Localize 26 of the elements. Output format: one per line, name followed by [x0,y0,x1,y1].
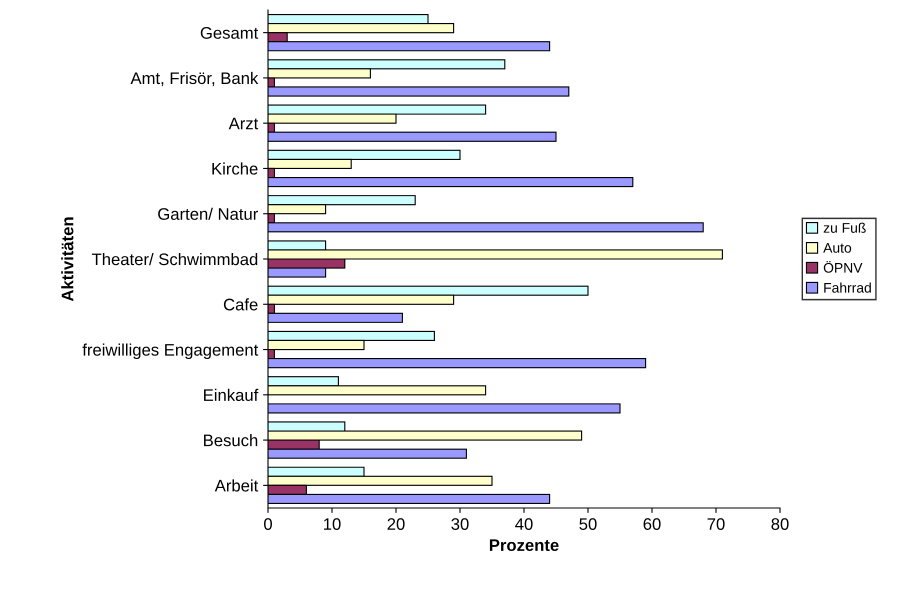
y-tick-label: Cafe [224,298,258,310]
x-tick-label: 10 [324,518,341,530]
x-tick-label: 40 [515,518,533,530]
y-tick-label: Theater/ Schwimmbad [92,252,258,266]
x-tick-label: 20 [388,518,405,530]
x-tick-label: 80 [771,518,789,530]
legend-label: Fahrrad [824,282,871,293]
y-axis-title: Aktivitäten [61,217,74,302]
x-tick-label: 0 [264,518,272,530]
y-tick-label: Amt, Frisör, Bank [130,72,258,86]
x-tick-label: 60 [644,518,661,530]
y-tick-label: Arzt [228,118,258,130]
legend-label: zu Fuß [824,222,866,233]
x-tick-label: 70 [708,518,725,530]
y-tick-label: Kirche [212,162,258,175]
x-tick-label: 30 [451,518,469,530]
x-axis-title: Prozente [490,539,559,552]
y-tick-label: Arbeit [214,479,258,492]
y-tick-label: freiwilliges Engagement [82,344,258,360]
legend-label: ÖPNV [824,260,862,273]
y-tick-label: Garten/ Natur [158,208,258,220]
x-tick-label: 50 [579,518,597,530]
y-tick-label: Gesamt [200,27,258,39]
legend-label: Auto [823,243,852,253]
y-tick-label: Einkauf [204,388,258,402]
y-tick-label: Besuch [204,434,258,446]
